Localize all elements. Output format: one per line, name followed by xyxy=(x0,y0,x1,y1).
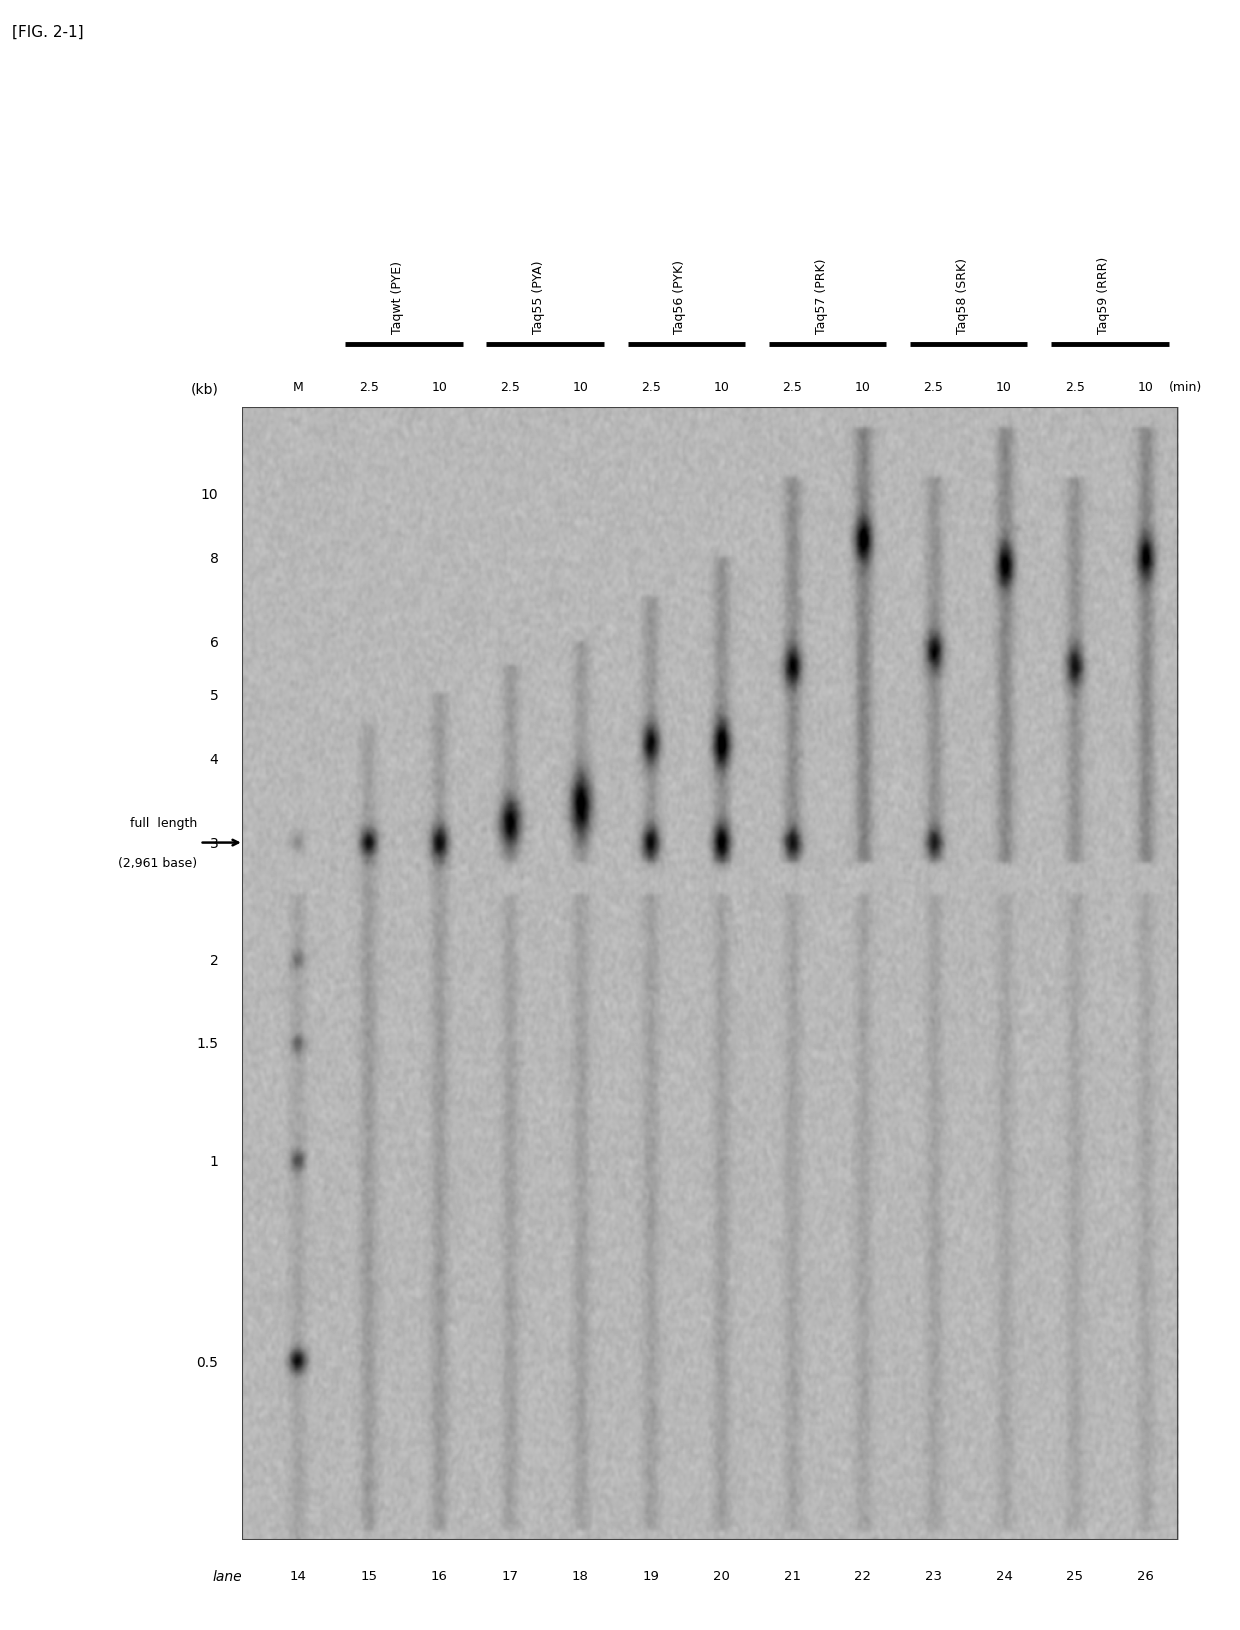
Text: full  length: full length xyxy=(130,817,197,830)
Text: 10: 10 xyxy=(432,381,448,394)
Text: 10: 10 xyxy=(1137,381,1153,394)
Text: 22: 22 xyxy=(854,1568,872,1581)
Text: (min): (min) xyxy=(1168,381,1202,394)
Text: Taq56 (PYK): Taq56 (PYK) xyxy=(673,259,686,334)
Text: 26: 26 xyxy=(1137,1568,1153,1581)
Text: 10: 10 xyxy=(201,487,218,502)
Text: 2.5: 2.5 xyxy=(358,381,378,394)
Text: 17: 17 xyxy=(501,1568,518,1581)
Text: 2.5: 2.5 xyxy=(924,381,944,394)
Text: 2.5: 2.5 xyxy=(782,381,802,394)
Text: 10: 10 xyxy=(854,381,870,394)
Text: lane: lane xyxy=(213,1568,243,1583)
Text: 10: 10 xyxy=(714,381,729,394)
Text: Taqwt (PYE): Taqwt (PYE) xyxy=(391,261,404,334)
Text: (2,961 base): (2,961 base) xyxy=(118,857,197,870)
Text: 21: 21 xyxy=(784,1568,801,1581)
Text: 24: 24 xyxy=(996,1568,1013,1581)
Text: 2.5: 2.5 xyxy=(641,381,661,394)
Text: Taq58 (SRK): Taq58 (SRK) xyxy=(956,258,968,334)
Text: 4: 4 xyxy=(210,753,218,766)
Text: 10: 10 xyxy=(573,381,588,394)
Text: Taq59 (RRR): Taq59 (RRR) xyxy=(1097,256,1110,334)
Text: 2.5: 2.5 xyxy=(1065,381,1085,394)
Text: M: M xyxy=(293,381,304,394)
Text: 19: 19 xyxy=(642,1568,660,1581)
Text: 10: 10 xyxy=(996,381,1012,394)
Text: 16: 16 xyxy=(430,1568,448,1581)
Text: Taq55 (PYA): Taq55 (PYA) xyxy=(532,261,546,334)
Text: 8: 8 xyxy=(210,553,218,566)
Text: 2.5: 2.5 xyxy=(500,381,520,394)
Text: 23: 23 xyxy=(925,1568,942,1581)
Text: 5: 5 xyxy=(210,688,218,703)
Text: 15: 15 xyxy=(360,1568,377,1581)
Text: 2: 2 xyxy=(210,954,218,968)
Text: 25: 25 xyxy=(1066,1568,1083,1581)
Text: 14: 14 xyxy=(289,1568,306,1581)
Text: 1.5: 1.5 xyxy=(196,1037,218,1051)
Text: (kb): (kb) xyxy=(191,381,218,396)
Text: 0.5: 0.5 xyxy=(196,1355,218,1369)
Text: [FIG. 2-1]: [FIG. 2-1] xyxy=(12,24,84,39)
Text: 20: 20 xyxy=(713,1568,730,1581)
Text: 1: 1 xyxy=(210,1154,218,1169)
Text: 18: 18 xyxy=(572,1568,589,1581)
Text: 6: 6 xyxy=(210,636,218,649)
Text: 3: 3 xyxy=(210,836,218,851)
Text: Taq57 (PRK): Taq57 (PRK) xyxy=(815,259,827,334)
